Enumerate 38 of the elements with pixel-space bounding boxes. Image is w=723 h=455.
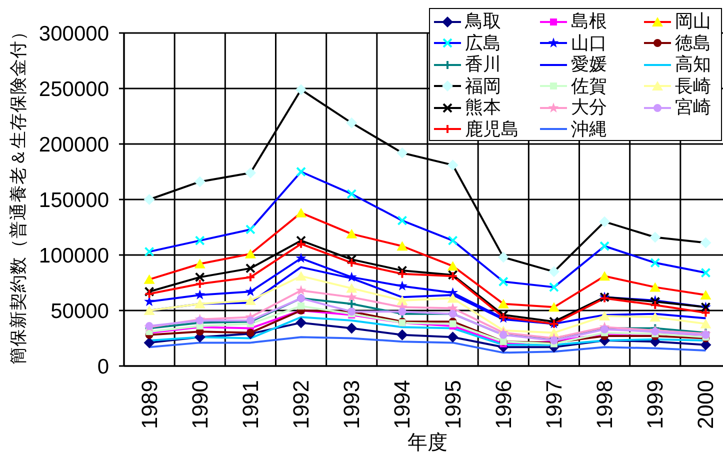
legend-label: 鹿児島 <box>465 118 519 140</box>
x-tick-label: 1989 <box>136 380 162 429</box>
y-tick-label: 0 <box>97 355 109 378</box>
y-tick-label: 300000 <box>38 22 109 46</box>
y-tick-label: 150000 <box>38 188 109 212</box>
x-tick-label: 1994 <box>390 380 415 429</box>
x-tick-label: 1991 <box>238 380 263 429</box>
legend-label: 大分 <box>571 97 607 118</box>
x-tick-label: 1997 <box>541 380 566 429</box>
y-tick-label: 200000 <box>38 133 109 156</box>
y-axis-title: 簡保新契約数（普通養老＆生存保険金付） <box>8 22 28 364</box>
x-tick-label: 1990 <box>187 380 212 429</box>
legend-label: 島根 <box>571 11 607 32</box>
x-tick-label: 1998 <box>592 380 618 429</box>
legend-label: 熊本 <box>465 97 501 118</box>
x-tick-label: 1996 <box>490 380 516 429</box>
x-axis-title: 年度 <box>408 432 448 454</box>
x-tick-label: 1999 <box>642 380 668 429</box>
legend-label: 岡山 <box>675 11 711 32</box>
y-tick-label: 50000 <box>50 300 109 323</box>
legend-label: 長崎 <box>675 76 711 97</box>
legend-label: 沖縄 <box>571 118 607 140</box>
legend-label: 宮崎 <box>675 97 711 118</box>
x-tick-label: 1992 <box>288 380 314 429</box>
x-tick-label: 1995 <box>440 380 466 429</box>
legend-label: 徳島 <box>675 32 711 54</box>
legend-label: 福岡 <box>465 76 501 97</box>
x-tick-label: 2000 <box>693 380 718 429</box>
legend-label: 高知 <box>675 54 711 76</box>
legend-label: 広島 <box>465 32 501 54</box>
legend-label: 山口 <box>571 32 607 54</box>
legend-label: 愛媛 <box>571 54 607 76</box>
y-tick-label: 100000 <box>38 244 109 268</box>
legend-label: 香川 <box>465 54 501 76</box>
legend-label: 佐賀 <box>571 76 607 97</box>
x-tick-label: 1993 <box>339 380 364 429</box>
y-tick-label: 250000 <box>38 78 109 101</box>
legend-label: 鳥取 <box>465 11 501 32</box>
